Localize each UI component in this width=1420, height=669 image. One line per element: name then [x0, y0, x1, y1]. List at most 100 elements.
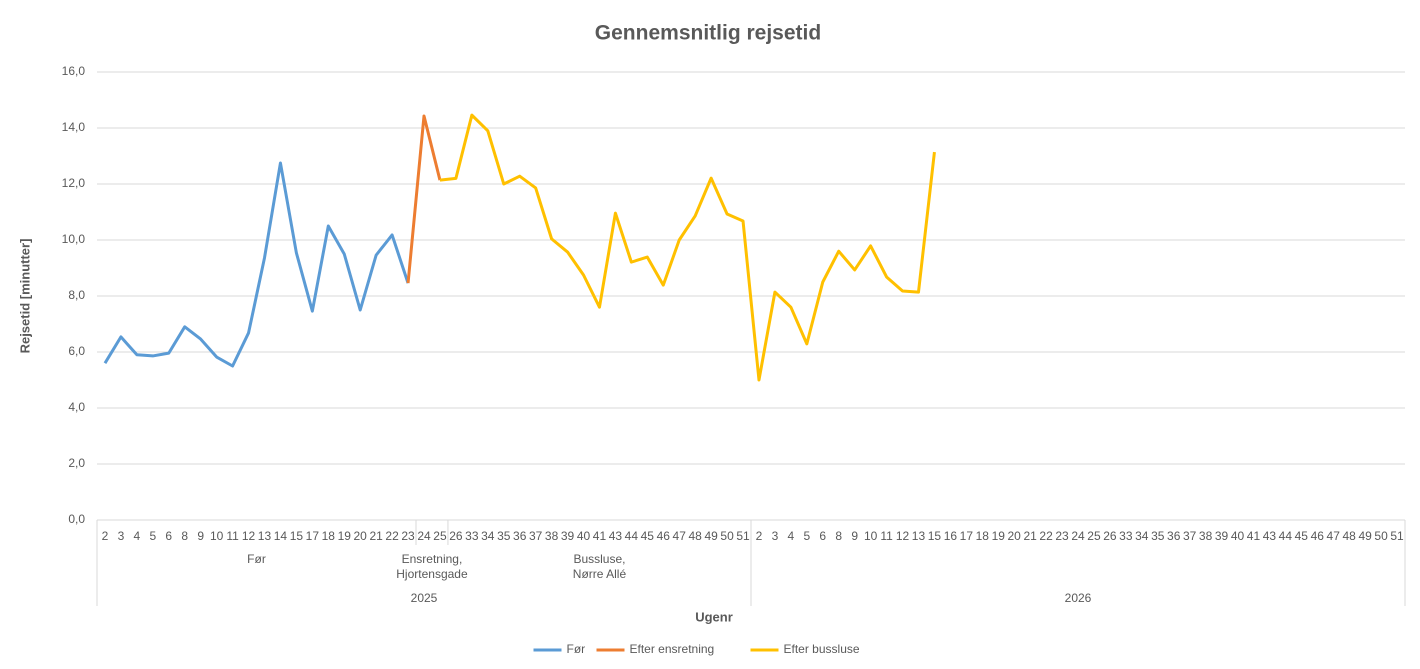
y-tick-label: 12,0 [62, 176, 86, 190]
group-label: Før [247, 552, 266, 566]
group-label: Bussluse, Nørre Allé [572, 552, 627, 581]
x-tick-label: 34 [1135, 529, 1149, 543]
x-tick-label: 24 [417, 529, 431, 543]
x-tick-label: 26 [449, 529, 463, 543]
x-tick-label: 18 [976, 529, 990, 543]
x-tick-label: 43 [1263, 529, 1277, 543]
x-tick-label: 41 [1247, 529, 1261, 543]
x-tick-label: 51 [1390, 529, 1404, 543]
y-tick-label: 8,0 [68, 288, 85, 302]
x-tick-label: 35 [1151, 529, 1165, 543]
x-tick-label: 48 [1342, 529, 1356, 543]
x-tick-label: 4 [788, 529, 795, 543]
x-tick-label: 13 [258, 529, 272, 543]
x-tick-label: 6 [819, 529, 826, 543]
x-tick-label: 41 [593, 529, 607, 543]
x-tick-label: 19 [992, 529, 1006, 543]
x-tick-label: 43 [609, 529, 623, 543]
x-tick-label: 46 [657, 529, 671, 543]
x-tick-label: 35 [497, 529, 511, 543]
x-tick-label: 48 [688, 529, 702, 543]
x-tick-label: 25 [433, 529, 447, 543]
series-line [406, 114, 442, 284]
x-tick-label: 5 [149, 529, 156, 543]
series-line [103, 161, 410, 368]
x-tick-label: 38 [545, 529, 559, 543]
x-tick-label: 37 [529, 529, 543, 543]
x-tick-label: 11 [880, 529, 893, 543]
x-tick-label: 20 [1008, 529, 1022, 543]
x-tick-label: 45 [1295, 529, 1309, 543]
x-tick-label: 8 [835, 529, 842, 543]
x-tick-label: 15 [928, 529, 942, 543]
x-tick-label: 17 [306, 529, 320, 543]
x-tick-label: 19 [338, 529, 352, 543]
x-tick-label: 18 [322, 529, 336, 543]
x-tick-label: 49 [1358, 529, 1372, 543]
x-tick-label: 23 [401, 529, 415, 543]
x-axis-label: Ugenr [695, 609, 733, 624]
x-tick-label: 36 [1167, 529, 1181, 543]
y-tick-label: 10,0 [62, 232, 86, 246]
x-tick-label: 11 [226, 529, 239, 543]
x-tick-label: 33 [1119, 529, 1133, 543]
x-tick-label: 37 [1183, 529, 1197, 543]
x-tick-label: 4 [134, 529, 141, 543]
x-tick-label: 13 [912, 529, 926, 543]
x-tick-label: 3 [772, 529, 779, 543]
x-tick-label: 26 [1103, 529, 1117, 543]
y-tick-label: 4,0 [68, 400, 85, 414]
x-tick-label: 8 [181, 529, 188, 543]
x-tick-label: 47 [1327, 529, 1341, 543]
x-tick-label: 40 [1231, 529, 1245, 543]
legend-label: Efter ensretning [630, 642, 715, 656]
y-tick-label: 2,0 [68, 456, 85, 470]
chart-title: Gennemsnitlig rejsetid [595, 22, 821, 45]
x-tick-label: 50 [720, 529, 734, 543]
x-tick-label: 40 [577, 529, 591, 543]
x-tick-label: 2 [102, 529, 109, 543]
x-tick-label: 17 [960, 529, 974, 543]
x-tick-label: 46 [1311, 529, 1325, 543]
x-tick-label: 38 [1199, 529, 1213, 543]
x-tick-label: 44 [625, 529, 639, 543]
x-tick-label: 47 [673, 529, 687, 543]
x-tick-label: 9 [197, 529, 204, 543]
x-tick-label: 16 [944, 529, 958, 543]
x-tick-label: 20 [354, 529, 368, 543]
y-tick-label: 14,0 [62, 120, 86, 134]
series-line [439, 113, 936, 382]
year-label: 2025 [411, 591, 438, 605]
x-tick-label: 9 [851, 529, 858, 543]
x-tick-label: 6 [165, 529, 172, 543]
x-tick-label: 25 [1087, 529, 1101, 543]
x-tick-label: 45 [641, 529, 655, 543]
y-tick-label: 6,0 [68, 344, 85, 358]
x-tick-label: 21 [369, 529, 383, 543]
x-tick-label: 39 [561, 529, 575, 543]
y-tick-label: 16,0 [62, 64, 86, 78]
y-axis-label: Rejsetid [minutter] [17, 239, 32, 354]
x-tick-label: 24 [1071, 529, 1085, 543]
x-tick-label: 33 [465, 529, 479, 543]
x-tick-label: 2 [756, 529, 763, 543]
x-tick-label: 15 [290, 529, 304, 543]
x-tick-label: 22 [1039, 529, 1053, 543]
x-tick-label: 12 [242, 529, 256, 543]
x-tick-label: 34 [481, 529, 495, 543]
x-tick-label: 10 [210, 529, 224, 543]
legend-label: Efter bussluse [784, 642, 860, 656]
x-tick-label: 39 [1215, 529, 1229, 543]
year-label: 2026 [1065, 591, 1092, 605]
x-tick-label: 36 [513, 529, 527, 543]
x-tick-label: 10 [864, 529, 878, 543]
x-tick-label: 44 [1279, 529, 1293, 543]
x-tick-label: 21 [1023, 529, 1037, 543]
x-tick-label: 51 [736, 529, 750, 543]
x-tick-label: 23 [1055, 529, 1069, 543]
x-tick-label: 14 [274, 529, 288, 543]
x-tick-label: 5 [803, 529, 810, 543]
legend-label: Før [567, 642, 586, 656]
